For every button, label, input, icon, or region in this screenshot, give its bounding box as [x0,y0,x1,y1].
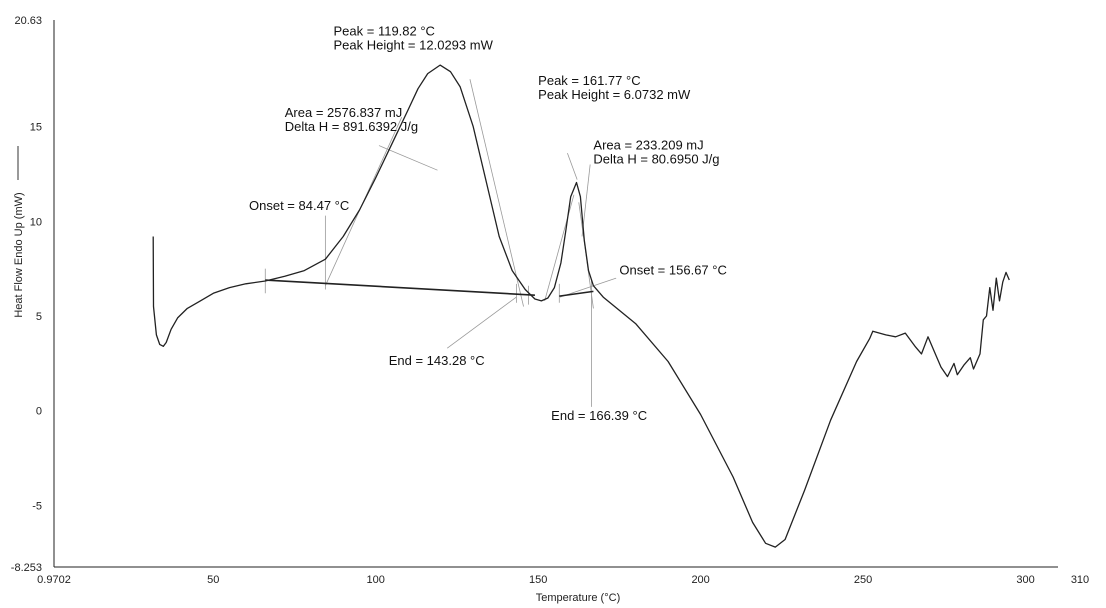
y-tick-label: 20.63 [14,15,42,27]
y-tick-label: -5 [32,500,42,512]
x-tick-labels: 0.9702 50 100 150 200 250 300 310 [37,574,1089,586]
annotation-leader [378,145,438,171]
annotation-text: Onset = 156.67 °C [619,262,726,277]
x-tick-label: 100 [367,574,385,586]
y-tick-labels: -8.253 -5 0 5 10 15 20.63 [11,15,42,574]
y-tick-label: 15 [30,122,42,134]
integration-baselines [265,279,594,297]
annotation-leader [567,152,578,180]
annotation-text: Peak = 119.82 °C [334,24,435,39]
annotation-end1: End = 143.28 °C [389,353,485,368]
annotation-onset2: Onset = 156.67 °C [619,262,726,277]
heat-flow-curve [152,64,1010,548]
annotation-leaders [378,145,617,349]
heat-flow-series [152,64,1010,548]
y-tick-label: 5 [36,311,42,323]
y-tick-label: 0 [36,406,42,418]
x-tick-label: 310 [1071,574,1089,586]
annotation-end2: End = 166.39 °C [551,408,647,423]
y-tick-label: -8.253 [11,562,42,574]
y-axis-title: Heat Flow Endo Up (mW) [13,192,25,317]
x-tick-label: 50 [207,574,219,586]
annotation-text: Onset = 84.47 °C [249,198,349,213]
x-tick-label: 200 [691,574,709,586]
x-tick-label: 250 [854,574,872,586]
annotation-leader [559,277,617,298]
integration-baseline [559,290,594,297]
x-tick-label: 300 [1016,574,1034,586]
tangent-line [469,79,524,307]
annotation-text: Area = 2576.837 mJ [285,105,402,120]
annotation-onset1: Onset = 84.47 °C [249,198,349,213]
y-tick-label: 10 [30,216,42,228]
annotation-text: Peak Height = 12.0293 mW [334,38,494,53]
annotation-text: Peak Height = 6.0732 mW [538,87,691,102]
annotation-text: End = 143.28 °C [389,353,485,368]
annotation-text: End = 166.39 °C [551,408,647,423]
x-tick-label: 150 [529,574,547,586]
annotation-text: Delta H = 891.6392 J/g [285,119,418,134]
annotation-text: Peak = 161.77 °C [538,73,640,88]
annotation-text: Area = 233.209 mJ [593,137,703,152]
annotation-text: Delta H = 80.6950 J/g [593,151,719,166]
x-axis-title: Temperature (°C) [536,592,620,604]
x-tick-label: 0.9702 [37,574,71,586]
annotation-leader [446,296,517,349]
integration-baseline [265,279,535,296]
event-markers [264,215,592,407]
